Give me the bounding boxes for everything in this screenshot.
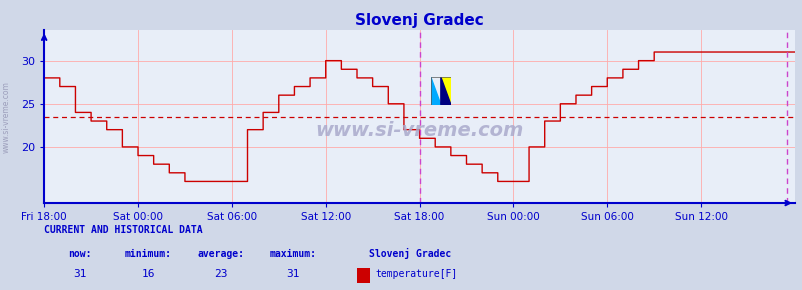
Polygon shape bbox=[440, 77, 451, 105]
Text: temperature[F]: temperature[F] bbox=[375, 269, 456, 279]
Text: average:: average: bbox=[197, 249, 244, 259]
Polygon shape bbox=[440, 77, 451, 105]
Text: 31: 31 bbox=[74, 269, 87, 279]
Polygon shape bbox=[431, 77, 440, 105]
Text: maximum:: maximum: bbox=[269, 249, 316, 259]
Text: 16: 16 bbox=[142, 269, 155, 279]
Text: www.si-vreme.com: www.si-vreme.com bbox=[315, 121, 523, 140]
Text: 31: 31 bbox=[286, 269, 299, 279]
Text: minimum:: minimum: bbox=[125, 249, 172, 259]
Text: 23: 23 bbox=[214, 269, 227, 279]
Text: now:: now: bbox=[68, 249, 92, 259]
Text: www.si-vreme.com: www.si-vreme.com bbox=[2, 81, 11, 153]
Text: CURRENT AND HISTORICAL DATA: CURRENT AND HISTORICAL DATA bbox=[44, 225, 203, 235]
Title: Slovenj Gradec: Slovenj Gradec bbox=[354, 13, 484, 28]
Text: Slovenj Gradec: Slovenj Gradec bbox=[369, 248, 451, 259]
